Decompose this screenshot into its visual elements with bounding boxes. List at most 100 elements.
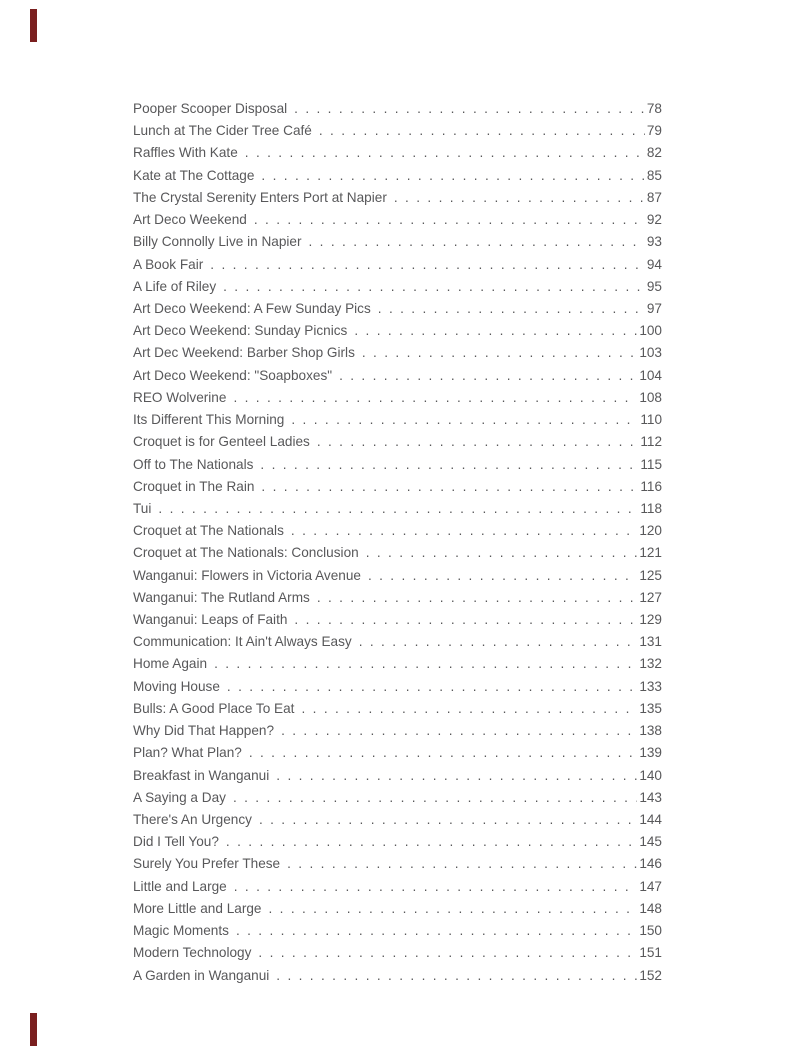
toc-entry[interactable]: Modern Technology ......................… — [133, 945, 662, 967]
dot-leader: ........................................… — [158, 500, 639, 516]
toc-entry-title: Croquet at The Nationals: Conclusion — [133, 545, 359, 561]
toc-entry-title: Wanganui: Leaps of Faith — [133, 612, 288, 628]
toc-entry[interactable]: REO Wolverine ..........................… — [133, 390, 662, 412]
dot-leader: ........................................… — [233, 389, 637, 405]
toc-entry[interactable]: Croquet at The Nationals ...............… — [133, 523, 662, 545]
toc-entry-page: 108 — [639, 389, 662, 405]
toc-entry[interactable]: Wanganui: Leaps of Faith ...............… — [133, 612, 662, 634]
toc-entry[interactable]: Plan? What Plan? .......................… — [133, 745, 662, 767]
dot-leader: ........................................… — [365, 545, 638, 561]
dot-leader: ........................................… — [232, 789, 637, 805]
toc-entry[interactable]: Art Deco Weekend: "Soapboxes" ..........… — [133, 368, 662, 390]
toc-entry-title: Croquet at The Nationals — [133, 523, 284, 539]
toc-entry-page: 85 — [646, 167, 662, 183]
toc-entry[interactable]: Wanganui: Flowers in Victoria Avenue ...… — [133, 568, 662, 590]
toc-entry[interactable]: Little and Large .......................… — [133, 879, 662, 901]
toc-entry[interactable]: Communication: It Ain't Always Easy ....… — [133, 634, 662, 656]
dot-leader: ........................................… — [318, 123, 645, 139]
dot-leader: ........................................… — [244, 145, 645, 161]
toc-entry-title: Art Dec Weekend: Barber Shop Girls — [133, 345, 355, 361]
toc-entry[interactable]: A Life of Riley ........................… — [133, 279, 662, 301]
toc-entry[interactable]: Pooper Scooper Disposal ................… — [133, 101, 662, 123]
toc-entry[interactable]: Art Deco Weekend .......................… — [133, 212, 662, 234]
dot-leader: ........................................… — [361, 345, 637, 361]
toc-entry[interactable]: Croquet is for Genteel Ladies ..........… — [133, 434, 662, 456]
toc-entry-title: Why Did That Happen? — [133, 723, 275, 739]
toc-entry-title: Raffles With Kate — [133, 145, 238, 161]
toc-entry[interactable]: Wanganui: The Rutland Arms .............… — [133, 590, 662, 612]
toc-entry-title: Off to The Nationals — [133, 456, 254, 472]
dot-leader: ........................................… — [367, 567, 637, 583]
toc-entry[interactable]: Off to The Nationals ...................… — [133, 457, 662, 479]
toc-entry-title: More Little and Large — [133, 900, 262, 916]
toc-entry[interactable]: Why Did That Happen? ...................… — [133, 723, 662, 745]
toc-entry-page: 93 — [646, 234, 662, 250]
dot-leader: ........................................… — [226, 678, 637, 694]
toc-entry-title: Art Deco Weekend: "Soapboxes" — [133, 367, 333, 383]
dot-leader: ........................................… — [268, 900, 638, 916]
dot-leader: ........................................… — [225, 834, 638, 850]
dot-leader: ........................................… — [354, 323, 638, 339]
toc-entry[interactable]: Art Dec Weekend: Barber Shop Girls .....… — [133, 345, 662, 367]
dot-leader: ........................................… — [316, 434, 639, 450]
toc-entry[interactable]: Surely You Prefer These ................… — [133, 856, 662, 878]
toc-entry-page: 110 — [640, 412, 662, 428]
toc-entry-page: 94 — [646, 256, 662, 272]
toc-entry-title: Magic Moments — [133, 923, 229, 939]
dot-leader: ........................................… — [248, 745, 638, 761]
dot-leader: ........................................… — [308, 234, 645, 250]
toc-entry-title: Little and Large — [133, 878, 227, 894]
toc-entry[interactable]: Magic Moments ..........................… — [133, 923, 662, 945]
toc-entry[interactable]: Billy Connolly Live in Napier ..........… — [133, 234, 662, 256]
toc-entry-title: A Book Fair — [133, 256, 204, 272]
toc-entry[interactable]: Kate at The Cottage ....................… — [133, 168, 662, 190]
toc-entry-page: 147 — [639, 878, 662, 894]
toc-entry-title: There's An Urgency — [133, 812, 252, 827]
toc-entry[interactable]: Bulls: A Good Place To Eat .............… — [133, 701, 662, 723]
toc-entry-page: 100 — [639, 323, 662, 339]
toc-entry-title: Art Deco Weekend — [133, 212, 247, 228]
toc-entry[interactable]: Art Deco Weekend: Sunday Picnics .......… — [133, 323, 662, 345]
toc-entry[interactable]: Breakfast in Wanganui ..................… — [133, 768, 662, 790]
crop-mark-bottom — [30, 1013, 37, 1046]
toc-entry[interactable]: Art Deco Weekend: A Few Sunday Pics ....… — [133, 301, 662, 323]
dot-leader: ........................................… — [223, 278, 645, 294]
dot-leader: ........................................… — [377, 300, 645, 316]
toc-entry[interactable]: A Garden in Wanganui ...................… — [133, 968, 662, 990]
toc-entry-page: 118 — [640, 500, 662, 516]
dot-leader: ........................................… — [253, 212, 645, 228]
toc-entry-title: A Saying a Day — [133, 789, 226, 805]
toc-entry-page: 121 — [639, 545, 662, 561]
toc-entry[interactable]: Tui ....................................… — [133, 501, 662, 523]
toc-entry[interactable]: More Little and Large ..................… — [133, 901, 662, 923]
toc-entry-page: 138 — [639, 723, 662, 739]
toc-entry-page: 120 — [639, 523, 662, 539]
toc-entry[interactable]: A Saying a Day .........................… — [133, 790, 662, 812]
dot-leader: ........................................… — [358, 634, 638, 650]
toc-entry[interactable]: Croquet at The Nationals: Conclusion ...… — [133, 545, 662, 567]
dot-leader: ........................................… — [261, 478, 639, 494]
toc-entry[interactable]: Moving House ...........................… — [133, 679, 662, 701]
toc-entry[interactable]: There's An Urgency .....................… — [133, 812, 662, 834]
toc-entry[interactable]: Raffles With Kate ......................… — [133, 145, 662, 167]
dot-leader: ........................................… — [210, 256, 645, 272]
toc-entry[interactable]: Its Different This Morning .............… — [133, 412, 662, 434]
toc-entry[interactable]: Croquet in The Rain ....................… — [133, 479, 662, 501]
toc-entry-title: Did I Tell You? — [133, 834, 219, 850]
toc-entry-page: 103 — [639, 345, 662, 361]
toc-entry[interactable]: Did I Tell You? ........................… — [133, 834, 662, 856]
toc-entry[interactable]: A Book Fair ............................… — [133, 257, 662, 279]
crop-mark-top — [30, 9, 37, 42]
toc-entry-page: 112 — [640, 434, 662, 450]
toc-entry-title: Tui — [133, 500, 152, 516]
toc-entry-page: 97 — [646, 300, 662, 316]
toc-entry[interactable]: The Crystal Serenity Enters Port at Napi… — [133, 190, 662, 212]
toc-entry-page: 78 — [646, 101, 662, 116]
toc-entry[interactable]: Home Again .............................… — [133, 656, 662, 678]
toc-entry-title: Lunch at The Cider Tree Café — [133, 123, 312, 139]
toc-entry-page: 129 — [639, 612, 662, 628]
toc-entry[interactable]: Lunch at The Cider Tree Café ...........… — [133, 123, 662, 145]
dot-leader: ........................................… — [290, 523, 638, 539]
